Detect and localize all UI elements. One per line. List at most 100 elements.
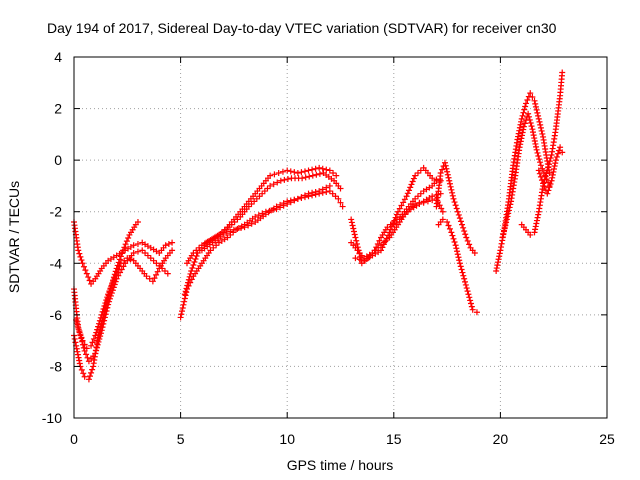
data-point (92, 332, 99, 339)
data-point (429, 175, 436, 182)
data-point (373, 244, 380, 251)
data-point (103, 307, 110, 314)
data-point (504, 213, 511, 220)
data-point (178, 311, 185, 318)
data-point (88, 369, 95, 376)
data-point (301, 192, 308, 199)
data-point (439, 208, 446, 215)
data-point (73, 345, 80, 352)
data-point (99, 324, 106, 331)
data-point (469, 306, 476, 313)
data-point (531, 135, 538, 142)
data-point (125, 235, 132, 242)
data-point (517, 141, 524, 148)
data-point (379, 244, 386, 251)
data-point (120, 263, 127, 270)
data-point (355, 247, 362, 254)
data-point (313, 171, 320, 178)
data-point (305, 167, 312, 174)
data-point (493, 268, 500, 275)
data-point (75, 247, 82, 254)
data-point (507, 201, 514, 208)
data-point (96, 336, 103, 343)
data-point (106, 298, 113, 305)
data-point (544, 190, 551, 197)
data-point (86, 373, 93, 380)
data-point (312, 165, 319, 172)
data-point (466, 294, 473, 301)
data-point (398, 202, 405, 209)
data-point (220, 231, 227, 238)
data-point (184, 282, 191, 289)
data-point (462, 281, 469, 288)
series-arc-18 (535, 144, 566, 197)
data-point (549, 171, 556, 178)
data-point (309, 189, 316, 196)
data-point (134, 240, 141, 247)
data-point (443, 165, 450, 172)
data-point (309, 172, 316, 179)
data-point (116, 256, 123, 263)
data-point (539, 130, 546, 137)
data-point (275, 170, 282, 177)
data-point (111, 281, 118, 288)
data-point (445, 174, 452, 181)
data-point (83, 270, 90, 277)
data-point (337, 199, 344, 206)
series-arc-11 (352, 164, 444, 264)
data-point (467, 300, 474, 307)
data-point (500, 231, 507, 238)
data-point (302, 174, 309, 181)
data-point (356, 256, 363, 263)
data-point (280, 200, 287, 207)
data-point (78, 366, 85, 373)
data-point (298, 169, 305, 176)
data-point (531, 97, 538, 104)
data-point (403, 193, 410, 200)
data-point (408, 181, 415, 188)
data-point (527, 90, 534, 97)
data-point (410, 175, 417, 182)
data-point (501, 225, 508, 232)
data-point (349, 222, 356, 229)
data-point (287, 197, 294, 204)
data-point (454, 251, 461, 258)
data-point (546, 161, 553, 168)
data-point (456, 260, 463, 267)
data-point (177, 314, 184, 321)
data-point (115, 272, 122, 279)
data-point (536, 170, 543, 177)
data-point (274, 179, 281, 186)
data-point (530, 132, 537, 139)
data-point (319, 186, 326, 193)
data-point (439, 216, 446, 223)
data-point (471, 249, 478, 256)
data-point (99, 308, 106, 315)
data-point (522, 103, 529, 110)
data-point (107, 295, 114, 302)
data-point (76, 250, 83, 257)
data-point (537, 121, 544, 128)
data-point (526, 116, 533, 123)
data-point (192, 255, 199, 262)
data-point (533, 146, 540, 153)
x-tick-label: 25 (599, 431, 615, 447)
data-point (459, 269, 466, 276)
data-point (309, 166, 316, 173)
data-point (463, 285, 470, 292)
data-point (118, 250, 125, 257)
data-point (499, 234, 506, 241)
data-point (525, 110, 532, 117)
data-point (535, 167, 542, 174)
data-point (553, 153, 560, 160)
data-point (532, 103, 539, 110)
data-point (449, 189, 456, 196)
data-point (80, 344, 87, 351)
data-point (92, 350, 99, 357)
data-point (179, 308, 186, 315)
data-point (462, 278, 469, 285)
data-point (518, 135, 525, 142)
y-tick-label: 0 (54, 152, 62, 168)
data-point (525, 113, 532, 120)
data-point (181, 291, 188, 298)
